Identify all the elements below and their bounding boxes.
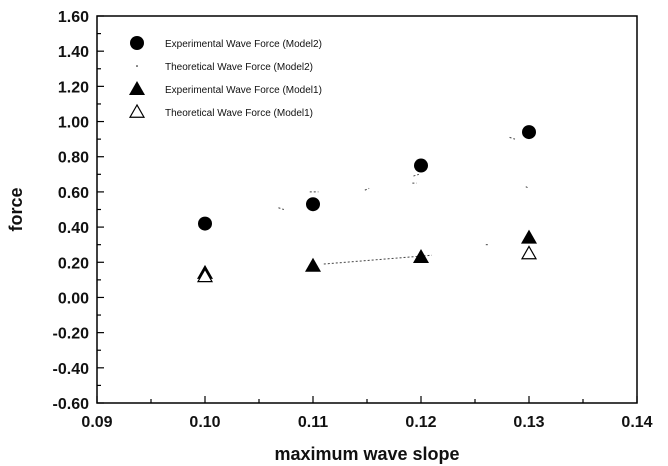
plot-frame bbox=[96, 15, 638, 404]
data-point-series-0 bbox=[198, 216, 212, 231]
y-tick-label: 0.60 bbox=[58, 185, 89, 202]
theoretical-fragment bbox=[413, 173, 419, 177]
y-tick-label: -0.60 bbox=[53, 396, 90, 413]
data-marks bbox=[196, 125, 538, 283]
y-axis: -0.60 -0.40 -0.20 0.00 0.20 0.40 0.60 0.80 1.00 1… bbox=[53, 9, 104, 413]
x-tick-label: 0.13 bbox=[513, 414, 544, 431]
x-axis-title: maximum wave slope bbox=[274, 444, 459, 464]
legend-marker bbox=[130, 36, 144, 50]
legend: Experimental Wave Force (Model2) Theoreti… bbox=[128, 36, 322, 119]
y-tick-label: 0.00 bbox=[58, 290, 89, 307]
data-point-series-2 bbox=[521, 229, 537, 244]
legend-marker bbox=[128, 103, 146, 118]
legend-label: Theoretical Wave Force (Model1) bbox=[165, 108, 313, 119]
plot-border bbox=[96, 15, 638, 404]
y-tick-label: 1.20 bbox=[58, 79, 89, 96]
y-tick-label: 0.40 bbox=[58, 220, 89, 237]
legend-marker bbox=[136, 65, 138, 67]
y-tick-label: -0.40 bbox=[53, 361, 90, 378]
data-point-series-0 bbox=[522, 125, 536, 140]
x-tick-label: 0.11 bbox=[298, 414, 328, 431]
data-point-series-3 bbox=[520, 245, 538, 260]
legend-label: Theoretical Wave Force (Model2) bbox=[165, 62, 313, 73]
data-point-series-2 bbox=[413, 248, 429, 263]
theoretical-scatter-marks bbox=[278, 136, 530, 265]
y-tick-label: 1.60 bbox=[58, 9, 89, 26]
theoretical-fragment bbox=[278, 207, 284, 210]
theoretical-fragment bbox=[509, 136, 516, 140]
data-point-series-2 bbox=[305, 257, 321, 272]
x-tick-label: 0.12 bbox=[405, 414, 436, 431]
data-point-series-0 bbox=[306, 197, 320, 212]
y-tick-label: 1.00 bbox=[58, 115, 89, 132]
legend-marker bbox=[129, 81, 145, 95]
y-tick-label: 0.20 bbox=[58, 255, 89, 272]
y-tick-label: 1.40 bbox=[58, 44, 89, 61]
y-axis-title: force bbox=[6, 187, 26, 231]
data-point-series-3 bbox=[196, 268, 214, 283]
x-tick-label: 0.09 bbox=[81, 414, 112, 431]
x-axis: 0.09 0.10 0.11 0.12 0.13 0.14 bbox=[81, 396, 653, 431]
y-tick-label: 0.80 bbox=[58, 150, 89, 167]
theoretical-fragment bbox=[525, 186, 530, 189]
legend-label: Experimental Wave Force (Model2) bbox=[165, 39, 322, 50]
theoretical-fragment bbox=[364, 187, 370, 191]
data-point-series-0 bbox=[414, 158, 428, 173]
x-tick-label: 0.10 bbox=[189, 414, 220, 431]
legend-label: Experimental Wave Force (Model1) bbox=[165, 85, 322, 96]
y-tick-label: -0.20 bbox=[53, 326, 90, 343]
x-tick-label: 0.14 bbox=[621, 414, 652, 431]
